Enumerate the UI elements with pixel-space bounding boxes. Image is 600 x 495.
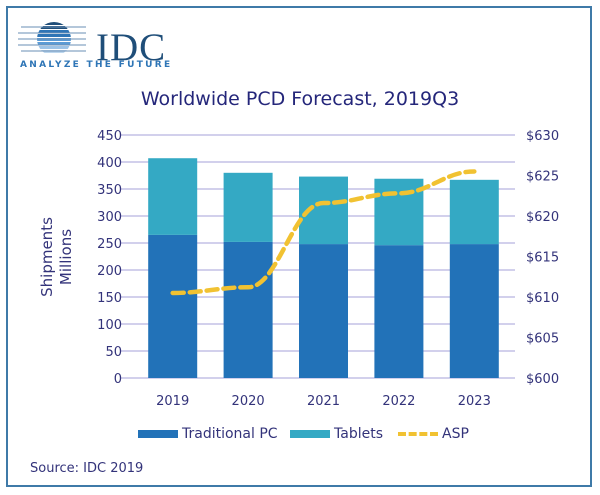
bar-traditional-pc-2022: [374, 245, 424, 378]
y2-tick-label: $620: [526, 210, 559, 225]
idc-logo: IDC: [16, 14, 166, 74]
y-tick-label: 200: [97, 264, 122, 279]
x-tick-label: 2023: [458, 394, 491, 409]
bar-traditional-pc-2020: [223, 241, 273, 378]
y2-tick-label: $610: [526, 291, 559, 306]
legend-item-asp: ASP: [398, 426, 469, 442]
bar-traditional-pc-2023: [449, 244, 499, 378]
legend-swatch-tablets: [290, 430, 330, 438]
source-note: Source: IDC 2019: [30, 461, 144, 476]
logo-text: IDC: [96, 26, 167, 69]
bar-traditional-pc-2021: [299, 244, 348, 378]
x-tick-label: 2021: [307, 394, 340, 409]
x-tick-label: 2020: [232, 394, 265, 409]
legend-label-tablets: Tablets: [334, 426, 383, 442]
y2-tick-label: $630: [526, 129, 559, 144]
logo-tagline: ANALYZE THE FUTURE: [20, 60, 173, 70]
y2-tick-label: $625: [526, 170, 559, 185]
legend-item-tablets: Tablets: [290, 426, 383, 442]
y-tick-label: 400: [97, 156, 122, 171]
y-axis-label-line1: Shipments: [38, 217, 56, 297]
bar-tablets-2020: [223, 172, 273, 242]
chart-title: Worldwide PCD Forecast, 2019Q3: [140, 88, 460, 110]
bar-tablets-2019: [148, 158, 198, 235]
legend-label-asp: ASP: [442, 426, 469, 442]
legend: Traditional PC Tablets ASP: [0, 426, 600, 446]
y2-tick-label: $615: [526, 251, 559, 266]
globe-icon: [18, 22, 86, 53]
legend-swatch-traditional-pc: [138, 430, 178, 438]
y2-tick-label: $600: [526, 372, 559, 387]
y-tick-label: 250: [97, 237, 122, 252]
legend-item-traditional-pc: Traditional PC: [138, 426, 278, 442]
y2-tick-label: $605: [526, 332, 559, 347]
bar-traditional-pc-2019: [148, 234, 198, 378]
x-tick-label: 2022: [382, 394, 415, 409]
x-tick-label: 2019: [156, 394, 189, 409]
y-tick-label: 450: [97, 129, 122, 144]
asp-line: [170, 169, 477, 296]
y-axis-label-line2: Millions: [57, 229, 75, 285]
bar-tablets-2023: [449, 179, 499, 245]
y-tick-label: 300: [97, 210, 122, 225]
legend-label-traditional-pc: Traditional PC: [182, 426, 278, 442]
y-tick-label: 50: [105, 345, 122, 360]
y-tick-label: 150: [97, 291, 122, 306]
y-tick-label: 100: [97, 318, 122, 333]
y-tick-label: 350: [97, 183, 122, 198]
legend-swatch-asp: [398, 432, 438, 436]
y-tick-label: 0: [114, 372, 122, 387]
bar-tablets-2022: [374, 178, 424, 246]
